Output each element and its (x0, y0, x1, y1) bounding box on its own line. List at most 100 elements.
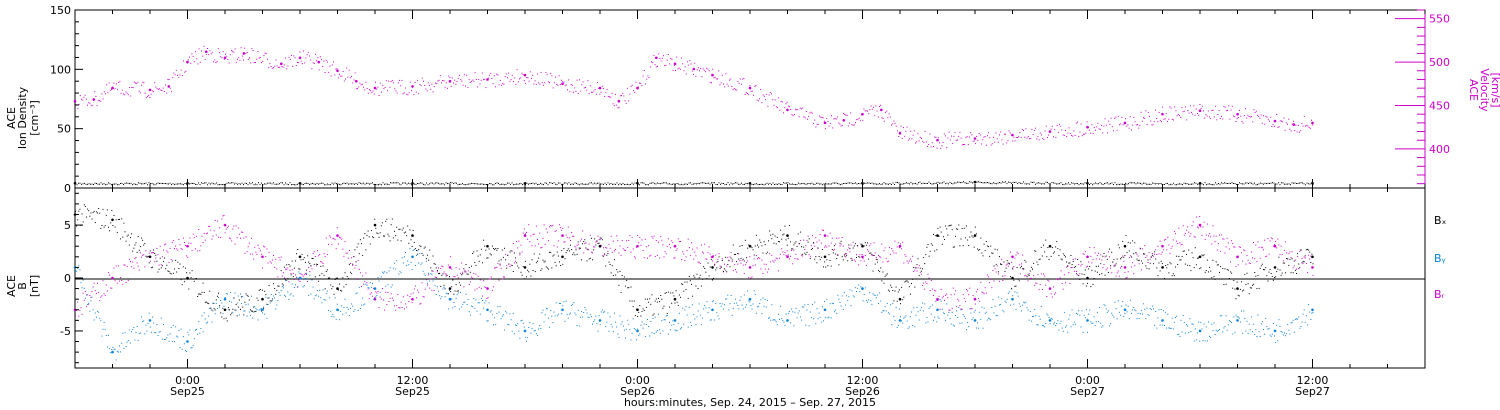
by-sample (599, 324, 601, 326)
velocity-sample (636, 87, 638, 89)
bx-sample (247, 295, 249, 297)
by-sample (1074, 323, 1076, 325)
bz-sample (959, 305, 961, 307)
bx-sample (480, 248, 482, 250)
by-sample (180, 328, 182, 330)
bz-sample (673, 257, 675, 259)
density-sample (934, 182, 936, 184)
velocity-sample (839, 123, 841, 125)
by-sample (249, 315, 251, 317)
density-sample (636, 182, 637, 184)
by-sample (449, 290, 450, 291)
velocity-sample (1283, 117, 1285, 119)
velocity-sample (1312, 124, 1314, 126)
by-sample (666, 315, 668, 316)
by-sample (803, 306, 805, 308)
velocity-point (823, 121, 827, 125)
density-sample (904, 182, 906, 184)
bx-sample (684, 281, 686, 283)
by-sample (461, 306, 463, 308)
bz-sample (773, 261, 775, 263)
by-sample (99, 317, 101, 319)
density-sample (682, 184, 684, 186)
by-sample (1043, 325, 1044, 327)
bz-sample (408, 301, 410, 302)
by-sample (1220, 315, 1222, 317)
bx-sample (186, 272, 188, 274)
velocity-sample (1090, 132, 1092, 134)
bz-sample (1241, 252, 1242, 254)
bx-sample (179, 263, 181, 265)
density-sample (607, 182, 609, 184)
density-sample (1048, 183, 1050, 185)
by-sample (999, 304, 1000, 306)
density-sample (234, 183, 235, 185)
velocity-sample (1093, 127, 1095, 129)
velocity-sample (955, 139, 957, 141)
bz-sample (721, 258, 723, 260)
by-sample (1269, 334, 1271, 336)
velocity-sample (666, 59, 668, 61)
velocity-sample (784, 107, 786, 109)
bx-sample (198, 293, 200, 295)
velocity-sample (1306, 124, 1308, 126)
bz-sample (1302, 262, 1304, 264)
by-sample (773, 319, 775, 321)
bx-sample (282, 284, 284, 286)
by-sample (771, 304, 773, 306)
velocity-sample (709, 81, 711, 83)
bz-sample (545, 228, 547, 230)
velocity-sample (1218, 110, 1220, 111)
by-sample (266, 317, 268, 319)
bx-sample (489, 253, 491, 255)
density-sample (1008, 181, 1009, 183)
velocity-sample (259, 57, 261, 58)
velocity-sample (1277, 127, 1279, 128)
bz-sample (1087, 265, 1088, 267)
by-sample (706, 301, 708, 303)
by-sample (205, 322, 207, 324)
bz-sample (903, 262, 905, 264)
bz-sample (320, 261, 322, 262)
by-sample (655, 331, 657, 333)
bz-sample (397, 294, 399, 296)
by-sample (1161, 324, 1163, 326)
by-sample (443, 287, 445, 288)
velocity-sample (163, 91, 165, 92)
by-sample (983, 307, 985, 309)
bz-sample (826, 246, 828, 248)
bx-sample (98, 208, 100, 209)
density-sample (625, 183, 627, 185)
by-sample (541, 312, 543, 314)
bz-sample (1286, 252, 1288, 254)
by-sample (797, 312, 799, 314)
bx-sample (435, 267, 437, 269)
by-sample (621, 321, 623, 323)
velocity-sample (304, 62, 306, 64)
velocity-sample (238, 57, 240, 59)
density-sample (964, 182, 966, 184)
velocity-sample (557, 84, 559, 86)
by-sample (192, 345, 194, 347)
by-sample (753, 290, 755, 292)
by-sample (1260, 323, 1262, 325)
density-sample (334, 182, 336, 184)
velocity-sample (949, 139, 951, 141)
by-sample (804, 304, 806, 306)
density-sample (174, 184, 175, 186)
bz-sample (900, 243, 901, 245)
density-sample (1192, 183, 1194, 185)
velocity-sample (751, 90, 753, 92)
bz-sample (1059, 277, 1061, 279)
velocity-sample (972, 140, 974, 142)
bx-sample (130, 237, 131, 239)
density-sample (528, 183, 529, 185)
bz-sample (988, 276, 989, 278)
bz-sample (776, 258, 778, 260)
by-sample (104, 328, 106, 330)
by-sample (708, 307, 710, 309)
bz-sample (1299, 250, 1301, 252)
velocity-sample (1222, 118, 1224, 120)
density-sample (985, 182, 987, 184)
by-sample (1178, 333, 1180, 335)
